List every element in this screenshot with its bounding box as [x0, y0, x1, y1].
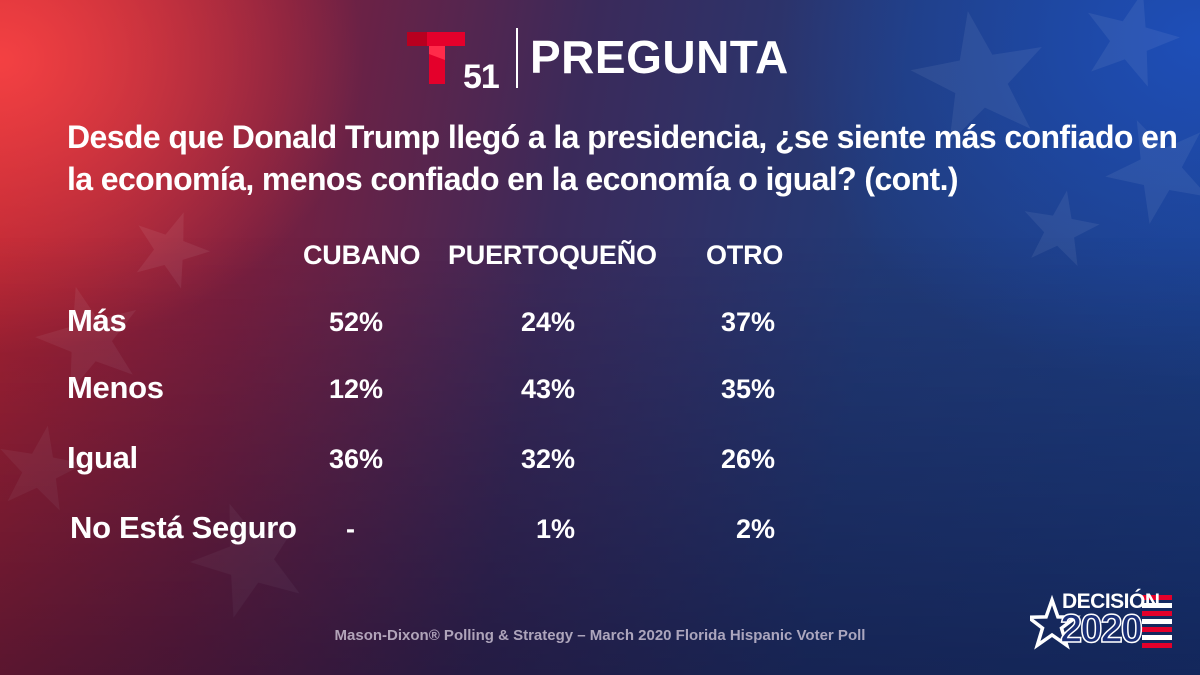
table-cell: 24%	[520, 307, 575, 337]
table-cell: 1%	[535, 514, 575, 544]
badge-graphic	[1023, 594, 1172, 650]
row-label-1: Menos	[67, 370, 164, 405]
telemundo-logo: 51	[405, 26, 505, 96]
table-cell: 37%	[720, 307, 775, 337]
row-label-3: No Está Seguro	[70, 510, 297, 545]
telemundo-t-icon	[407, 32, 465, 84]
logo-number: 51	[463, 58, 500, 96]
source-text: Mason-Dixon® Polling & Strategy – March …	[334, 627, 866, 644]
table-cell: 26%	[720, 444, 775, 474]
column-header-0: CUBANO	[303, 240, 421, 270]
row-label-2: Igual	[67, 440, 138, 475]
table-cell: 32%	[520, 444, 575, 474]
header-divider	[516, 28, 518, 88]
table-cell: 52%	[328, 307, 383, 337]
table-cell: 35%	[720, 374, 775, 404]
table-cell: 12%	[328, 374, 383, 404]
table-cell: 43%	[520, 374, 575, 404]
row-label-0: Más	[67, 303, 127, 338]
badge-year: 2020	[1059, 606, 1143, 652]
badge-label: DECISIÓN	[1062, 590, 1160, 613]
table-cell: 36%	[328, 444, 383, 474]
table-cell: 2%	[735, 514, 775, 544]
page-title: PREGUNTA	[530, 31, 789, 83]
column-header-1: PUERTOQUEÑO	[448, 240, 657, 270]
table-cell: -	[346, 514, 355, 544]
question-text: Desde que Donald Trump llegó a la presid…	[67, 119, 1178, 197]
source-note: Mason-Dixon® Polling & Strategy – March …	[0, 627, 1200, 644]
decision-2020-badge: DECISIÓN 2020	[1023, 585, 1180, 655]
column-header-2: OTRO	[706, 240, 784, 270]
